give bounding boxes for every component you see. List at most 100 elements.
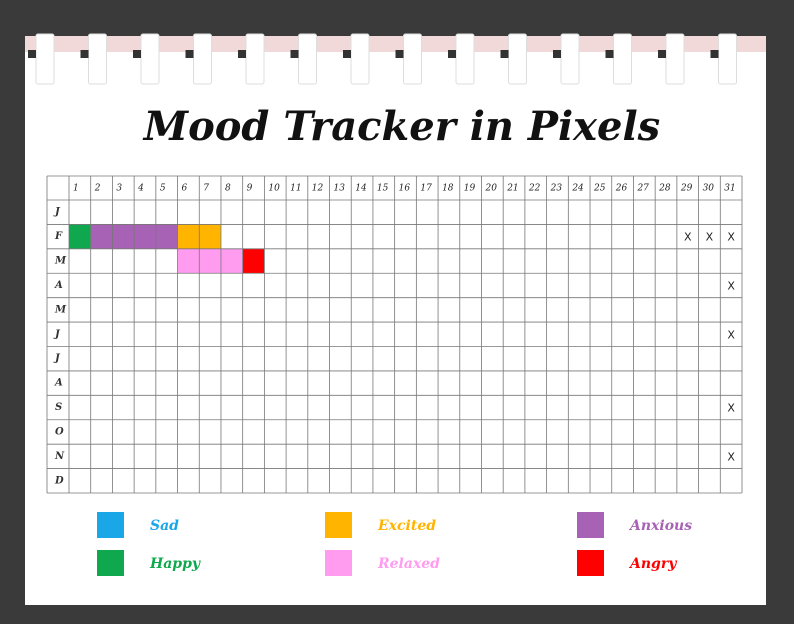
cell: [155, 395, 178, 420]
ring: [35, 33, 55, 85]
cell: [524, 297, 547, 323]
cell: [199, 468, 221, 493]
cell: [611, 444, 634, 469]
month-label: N: [54, 451, 65, 462]
cell: [611, 248, 634, 274]
cell: [698, 322, 721, 347]
cell: [90, 248, 113, 274]
cell: [134, 297, 156, 323]
cell: [459, 346, 482, 371]
cell: [220, 224, 243, 249]
cell: [481, 273, 504, 298]
legend-label: Angry: [628, 556, 677, 572]
cell: [524, 395, 547, 420]
cell: [199, 273, 221, 298]
cell: [524, 322, 547, 347]
cell: [329, 297, 352, 323]
cell: [481, 370, 504, 396]
day-label: 26: [615, 184, 628, 194]
cell: [90, 346, 113, 371]
cell: [199, 224, 221, 249]
cell: [676, 346, 699, 371]
cell: [90, 444, 113, 469]
cell: [199, 370, 221, 396]
cell: [698, 248, 721, 274]
cell: [568, 346, 591, 371]
cell: [676, 224, 699, 249]
cell: [286, 444, 308, 469]
cell: [220, 200, 243, 225]
cell: [438, 419, 460, 445]
ring-hole: [80, 50, 89, 58]
month-label: O: [55, 426, 64, 437]
cell: [720, 322, 742, 347]
cell: [633, 200, 656, 225]
legend-label: Relaxed: [377, 556, 440, 572]
day-label: 9: [247, 184, 253, 194]
cell: [220, 248, 243, 274]
cell: [655, 346, 677, 371]
legend-label: Sad: [150, 518, 179, 534]
cell: [372, 419, 395, 445]
cell: [459, 200, 482, 225]
ring: [508, 33, 527, 85]
cell: [611, 346, 634, 371]
cell: [372, 200, 395, 225]
cell: [394, 346, 417, 371]
legend-swatch: [97, 512, 124, 538]
cell: [524, 444, 547, 469]
cell: [524, 224, 547, 249]
cell: [199, 395, 221, 420]
cell: [590, 322, 612, 347]
ring: [455, 33, 475, 85]
cell: [69, 297, 91, 323]
cell: [503, 346, 525, 371]
cell: [112, 273, 135, 298]
day-label: 11: [290, 184, 301, 194]
cell: [655, 248, 677, 274]
day-label: 31: [724, 184, 735, 194]
title: Mood Tracker in Pixels: [142, 103, 660, 150]
cell: [438, 322, 460, 347]
cell: [676, 322, 699, 347]
cell: [307, 224, 330, 249]
ring-hole: [343, 50, 351, 58]
cell: [264, 419, 287, 445]
cell: [416, 224, 439, 249]
cell: [394, 297, 417, 323]
cell: [503, 200, 525, 225]
cell: [177, 419, 200, 445]
cell: [481, 444, 504, 469]
cell: [720, 224, 742, 249]
cell: [611, 468, 634, 493]
cell: [698, 346, 721, 371]
cell: [155, 370, 178, 396]
cell: [590, 395, 612, 420]
cell: [590, 297, 612, 323]
cell: [655, 468, 677, 493]
legend-swatch: [577, 512, 604, 538]
legend: Sad Happy Excited Relaxed Anxious Angry: [97, 512, 692, 576]
ring-hole: [710, 50, 719, 58]
month-label: D: [54, 475, 64, 486]
cell: [524, 370, 547, 396]
cell: [546, 444, 569, 469]
cell: [90, 200, 113, 225]
cell: [416, 395, 439, 420]
ring: [245, 33, 265, 85]
cell: [503, 468, 525, 493]
cell: [546, 248, 569, 274]
day-label: 24: [571, 184, 584, 194]
month-label: M: [54, 256, 67, 267]
cell-mark: X: [727, 402, 735, 415]
cell: [698, 395, 721, 420]
ring-hole: [658, 50, 666, 58]
cell: [329, 322, 352, 347]
cell: [372, 444, 395, 469]
cell: [155, 200, 178, 225]
cell: [459, 297, 482, 323]
cell: [676, 370, 699, 396]
cell: [155, 322, 178, 347]
